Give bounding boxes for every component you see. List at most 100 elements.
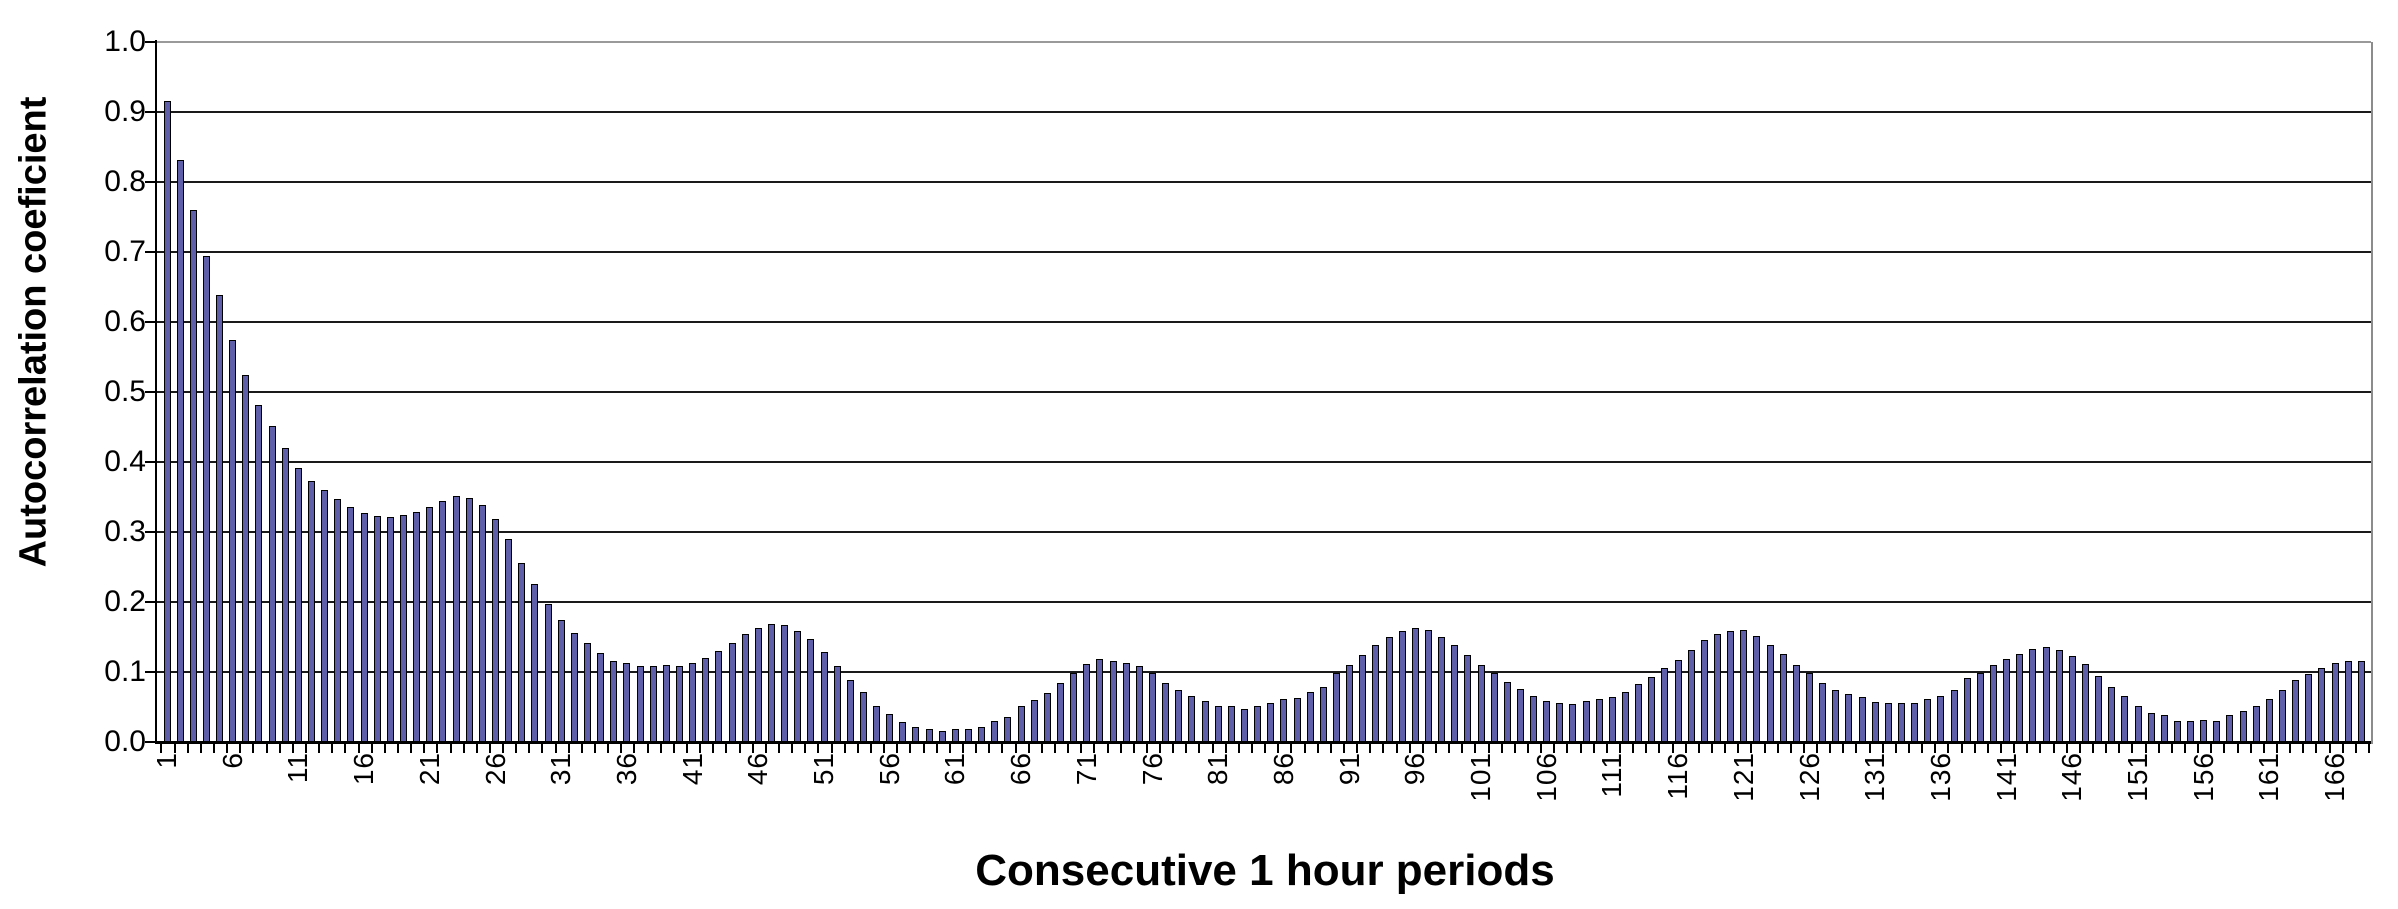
bar-lag-127 (1819, 683, 1827, 742)
bar-lag-7 (242, 375, 250, 742)
bar-lag-3 (189, 210, 197, 742)
bar-lag-38 (649, 666, 657, 742)
y-tick (145, 741, 157, 743)
x-tick (1684, 742, 1687, 753)
x-tick (712, 742, 715, 753)
x-tick-label: 31 (545, 752, 577, 786)
x-tick (1802, 742, 1805, 753)
x-tick (738, 742, 741, 753)
bar-lag-121 (1740, 630, 1748, 742)
bar-lag-35 (610, 661, 618, 742)
x-tick (2026, 742, 2029, 753)
x-tick (1093, 742, 1096, 753)
y-tick (145, 391, 157, 393)
x-tick-label: 111 (1596, 752, 1628, 798)
bar-lag-135 (1924, 699, 1932, 742)
bar-lag-74 (1122, 663, 1130, 742)
x-tick (1658, 742, 1661, 753)
x-axis-line (155, 741, 2373, 744)
x-tick (1395, 742, 1398, 753)
x-tick (1408, 742, 1411, 753)
gridline (157, 251, 2371, 253)
x-tick (1369, 742, 1372, 753)
x-tick (1435, 742, 1437, 753)
bar-lag-87 (1293, 698, 1301, 742)
bar-lag-29 (531, 584, 539, 742)
x-tick (1566, 742, 1569, 753)
x-tick (1316, 742, 1319, 753)
x-tick (2367, 742, 2370, 753)
x-tick-label: 96 (1399, 752, 1431, 786)
x-tick (1908, 742, 1911, 753)
x-tick (567, 742, 570, 753)
x-tick (2210, 742, 2213, 753)
x-tick (436, 742, 439, 753)
x-tick-label: 136 (1924, 752, 1956, 802)
x-tick (1776, 742, 1779, 753)
bar-lag-39 (662, 665, 670, 742)
x-tick (922, 742, 925, 753)
bar-lag-148 (2095, 676, 2103, 742)
x-tick (2262, 742, 2265, 753)
x-tick-label: 56 (873, 752, 905, 786)
bar-lag-53 (846, 680, 854, 742)
bar-lag-22 (439, 501, 447, 742)
bar-lag-6 (229, 340, 237, 742)
bar-lag-65 (1004, 717, 1012, 742)
x-tick-label: 106 (1530, 752, 1562, 802)
bar-lag-33 (583, 643, 591, 742)
bar-lag-31 (557, 620, 565, 742)
x-tick-label: 156 (2187, 752, 2219, 802)
x-tick (1816, 742, 1819, 753)
bar-lag-105 (1530, 696, 1538, 742)
x-tick (1132, 742, 1135, 753)
bar-lag-124 (1779, 654, 1787, 742)
x-tick (1290, 742, 1293, 753)
x-tick-label: 86 (1267, 752, 1299, 786)
bar-lag-150 (2121, 696, 2129, 742)
bar-lag-32 (570, 633, 578, 742)
x-tick (1421, 742, 1424, 753)
x-tick-label: 46 (742, 752, 774, 786)
x-tick-label: 116 (1662, 752, 1694, 800)
bar-lag-16 (360, 513, 368, 742)
y-tick-label: 1.0 (104, 25, 146, 58)
bar-lag-161 (2265, 699, 2273, 742)
x-tick (160, 742, 163, 753)
x-tick (344, 742, 347, 753)
x-tick-label: 151 (2122, 752, 2153, 802)
y-tick (145, 321, 157, 323)
bar-lag-41 (689, 663, 697, 742)
bar-lag-154 (2173, 721, 2181, 742)
x-tick (383, 742, 386, 753)
bar-lag-106 (1543, 701, 1551, 742)
bar-lag-160 (2252, 706, 2260, 742)
x-tick (1264, 742, 1267, 753)
bar-lag-52 (833, 666, 841, 742)
bar-lag-71 (1083, 664, 1091, 742)
x-tick (239, 742, 242, 753)
x-tick-label: 161 (2253, 752, 2285, 802)
x-tick-label: 141 (1990, 752, 2022, 802)
x-tick (515, 742, 518, 753)
x-tick (212, 742, 215, 753)
bar-lag-56 (886, 714, 894, 742)
x-tick (1973, 742, 1976, 753)
plot-area (157, 41, 2371, 742)
x-tick (896, 742, 899, 753)
x-tick (186, 742, 189, 753)
x-tick (252, 742, 255, 753)
x-tick-label: 71 (1070, 752, 1102, 786)
x-tick (1697, 742, 1700, 753)
bar-lag-23 (452, 496, 460, 742)
bar-lag-49 (794, 631, 802, 742)
x-tick (331, 742, 334, 753)
bar-lag-109 (1582, 701, 1590, 742)
x-tick (2092, 742, 2094, 753)
bar-lag-83 (1240, 709, 1248, 742)
plot-right-border (2371, 42, 2373, 744)
bar-lag-130 (1858, 697, 1866, 742)
x-tick (948, 742, 951, 753)
bar-lag-43 (715, 651, 723, 742)
y-axis-title: Autocorrelation coeficient (12, 96, 55, 568)
